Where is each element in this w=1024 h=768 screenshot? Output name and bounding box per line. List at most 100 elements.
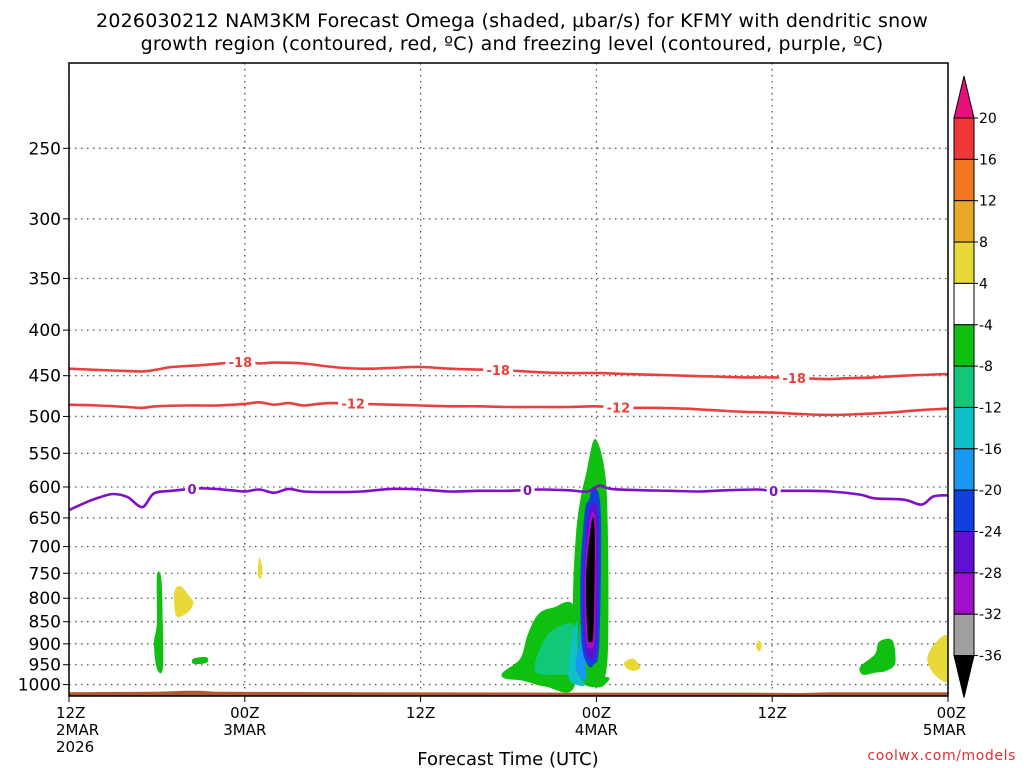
chart-title-line-1: 2026030212 NAM3KM Forecast Omega (shaded… (96, 10, 928, 32)
colorbar-cell-4 (953, 241, 975, 284)
colorbar-cell-3 (953, 200, 975, 243)
omega-colorbar: 20 16 12 8 4 -4 -8 -12 -16 -20 -24 -28 -32 -36 (953, 75, 1002, 698)
y-tick-label-450: 450 (29, 367, 61, 387)
y-tick-label-500: 500 (29, 407, 61, 427)
omega-area-17-level-4 (927, 634, 948, 683)
colorbar-cell-8 (953, 406, 975, 450)
omega-area-11-level--8 (595, 676, 610, 688)
omega-area-16-level-4 (756, 640, 762, 652)
omega-area-13-level-4 (173, 585, 194, 618)
x-tick-label-5-0: 00Z (937, 704, 966, 722)
y-tick-label-900: 900 (29, 635, 61, 655)
omega-area-8-level--36 (586, 517, 595, 643)
colorbar-cell-6 (953, 324, 975, 367)
x-tick-label-3-1: 4MAR (575, 721, 618, 739)
colorbar-cell-2 (953, 158, 975, 202)
x-tick-label-2-0: 12Z (406, 704, 435, 722)
pressure-axis: 2503003504004505005506006507007508008509… (18, 139, 69, 696)
y-tick-label-700: 700 (29, 538, 61, 558)
omega-area-9-level--8 (154, 571, 164, 674)
surface-band (69, 690, 948, 696)
y-tick-label-350: 350 (29, 269, 61, 289)
colorbar-cell-1 (953, 117, 975, 160)
x-tick-label-0-1: 2MAR (56, 721, 99, 739)
contour-label-0-2: 0 (769, 485, 778, 500)
colorbar-label-8: -16 (979, 442, 1002, 458)
contour-line--12 (69, 400, 948, 417)
omega-area-3-level--16 (568, 621, 585, 687)
contour-label-bg--12-1 (603, 399, 634, 416)
contour-label--18-1: -18 (486, 364, 510, 379)
y-tick-label-400: 400 (29, 321, 61, 341)
x-tick-label-3-0: 00Z (582, 704, 611, 722)
colorbar-label-4: 4 (979, 276, 988, 292)
y-tick-label-750: 750 (29, 564, 61, 584)
x-tick-label-5-1: 5MAR (923, 721, 966, 739)
contour-label-0-1: 0 (523, 484, 532, 499)
colorbar-cell-11 (953, 531, 975, 574)
colorbar-label-11: -28 (979, 566, 1002, 582)
y-tick-label-650: 650 (29, 509, 61, 529)
surface-terrain (69, 690, 948, 696)
temperature-contours: -18 -18 -18 -12 -12 0 0 0 (69, 353, 948, 512)
omega-area-12-level--8 (859, 638, 896, 676)
contour-line-0 (69, 484, 948, 512)
colorbar-cell-12 (953, 572, 975, 615)
colorbar-label-13: -36 (979, 649, 1002, 665)
x-tick-label-0-0: 12Z (56, 704, 85, 722)
omega-area-14-level-4 (257, 557, 263, 579)
colorbar-cell-max (953, 75, 975, 119)
contour-label-bg--18-0 (225, 353, 256, 370)
x-axis-label: Forecast Time (UTC) (417, 749, 598, 768)
colorbar-cell-min (953, 655, 975, 698)
y-tick-label-550: 550 (29, 444, 61, 464)
x-tick-label-1-0: 00Z (230, 704, 259, 722)
contour-label--12-1: -12 (607, 401, 631, 416)
y-tick-label-1000: 1000 (18, 676, 61, 696)
colorbar-label-3: 8 (979, 235, 988, 251)
omega-area-4-level--20 (575, 621, 587, 681)
colorbar-label-2: 12 (979, 194, 997, 210)
colorbar-label-7: -12 (979, 400, 1002, 416)
colorbar-label-10: -24 (979, 525, 1002, 541)
x-tick-label-1-1: 3MAR (223, 721, 266, 739)
colorbar-label-5: -4 (979, 318, 993, 334)
contour-label--18-2: -18 (782, 372, 806, 387)
y-tick-label-950: 950 (29, 656, 61, 676)
omega-shading (154, 439, 948, 693)
plot-frame (68, 62, 949, 697)
y-tick-label-850: 850 (29, 613, 61, 633)
contour-label-bg-0-0 (185, 481, 200, 498)
omega-area-10-level--8 (191, 657, 209, 665)
x-tick-label-4-0: 12Z (758, 704, 787, 722)
contour-label-bg--18-2 (779, 370, 810, 387)
chart-title-line-2: growth region (contoured, red, ºC) and f… (140, 33, 884, 55)
y-tick-label-800: 800 (29, 589, 61, 609)
y-tick-label-600: 600 (29, 478, 61, 498)
colorbar-label-6: -8 (979, 359, 993, 375)
colorbar-cell-10 (953, 489, 975, 532)
omega-area-15-level-4 (623, 658, 641, 671)
colorbar-cell-9 (953, 448, 975, 491)
y-tick-label-250: 250 (29, 139, 61, 159)
contour-label-bg--18-1 (483, 362, 514, 379)
colorbar-label-12: -32 (979, 607, 1002, 623)
x-tick-label-0-2: 2026 (56, 738, 94, 756)
grid-lines (68, 63, 949, 696)
colorbar-label-1: 16 (979, 152, 997, 168)
contour-label-0-0: 0 (188, 483, 197, 498)
contour-label-bg-0-1 (520, 481, 535, 498)
y-tick-label-300: 300 (29, 210, 61, 230)
source-credit: coolwx.com/models (867, 748, 1016, 764)
colorbar-label-9: -20 (979, 483, 1002, 499)
colorbar-label-0: 20 (979, 111, 997, 127)
contour-label-bg-0-2 (766, 482, 781, 499)
colorbar-cell-13 (953, 613, 975, 657)
contour-label--12-0: -12 (341, 398, 365, 413)
colorbar-cell-5 (953, 282, 975, 326)
contour-label--18-0: -18 (229, 356, 253, 371)
omega-area-2-level--12 (534, 623, 578, 676)
contour-label-bg--12-0 (338, 395, 369, 412)
